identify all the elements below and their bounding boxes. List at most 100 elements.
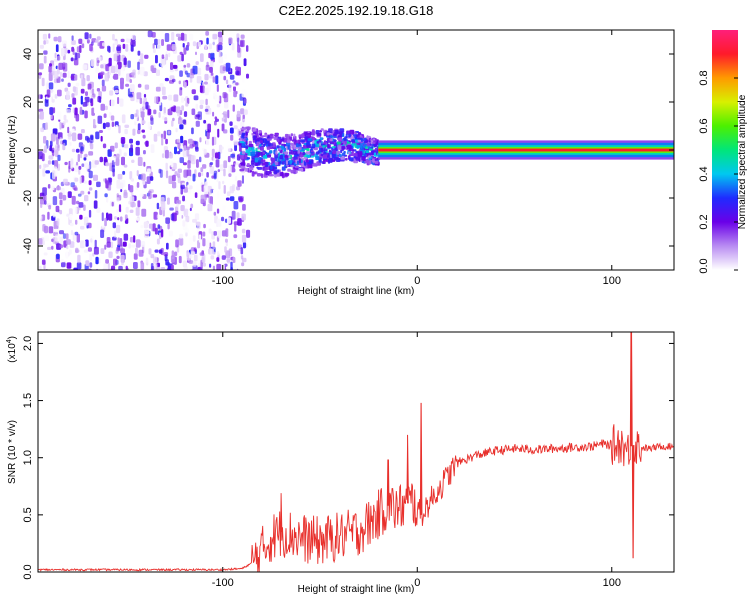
heatmap-cell [52,65,56,72]
heatmap-cell [274,134,278,137]
heatmap-cell [160,57,165,67]
heatmap-cell [43,252,48,256]
heatmap-cell [116,179,121,189]
heatmap-cell [103,113,107,118]
heatmap-cell [59,199,63,206]
heatmap-cell [147,30,153,38]
heatmap-cell [234,176,238,182]
heatmap-cell [113,73,119,80]
heatmap-cell [185,215,190,223]
heatmap-cell [133,253,138,260]
snr-y-tick-label: 2.0 [22,336,34,351]
spectrogram-y-axis-label: Frequency (Hz) [7,116,18,185]
heatmap-cell [136,170,139,177]
heatmap-cell [213,211,217,216]
heatmap-cell [284,157,289,161]
heatmap-cell [143,221,148,229]
heatmap-cell [38,151,43,160]
heatmap-cell [174,171,178,176]
heatmap-cell [162,95,168,100]
heatmap-cell [95,39,99,43]
heatmap-cell [93,104,98,114]
heatmap-cell [240,34,245,39]
heatmap-cell [135,217,139,221]
heatmap-cell [110,99,115,108]
heatmap-cell [240,40,244,47]
heatmap-cell [222,66,226,72]
heatmap-cell [212,76,215,83]
heatmap-cell [135,146,140,156]
heatmap-cell [165,53,168,61]
heatmap-cell [203,223,206,229]
heatmap-cell [101,79,105,87]
heatmap-cell [82,64,88,70]
heatmap-cell [164,156,170,165]
heatmap-cell [298,168,304,172]
heatmap-cell [204,108,209,112]
heatmap-cell [316,141,320,144]
heatmap-cell [205,31,209,36]
heatmap-cell [233,125,238,130]
heatmap-cell [145,101,149,110]
heatmap-cell [117,61,122,70]
heatmap-cell [305,137,309,140]
snr-y-multiplier-base: (x10 [7,343,18,363]
heatmap-cell [129,138,133,144]
heatmap-cell [183,111,188,117]
heatmap-cell [116,255,120,259]
heatmap-cell [75,82,80,87]
heatmap-cell [121,114,126,124]
heatmap-cell [329,138,333,142]
heatmap-cell [89,143,94,150]
heatmap-cell [368,140,371,143]
heatmap-cell [237,180,242,187]
heatmap-cell [183,145,187,151]
heatmap-cell [157,43,161,53]
heatmap-cell [116,246,121,252]
heatmap-cell [293,150,298,155]
heatmap-cell [123,144,129,149]
heatmap-cell [142,180,146,185]
heatmap-cell [151,32,156,38]
heatmap-cell [278,147,282,151]
heatmap-cell [140,173,146,181]
heatmap-cell [238,125,241,130]
heatmap-cell [182,195,185,202]
heatmap-cell [260,146,264,151]
heatmap-cell [80,95,83,105]
spectrogram-x-ticks: -100 0 100 [212,30,621,287]
heatmap-cell [217,31,223,38]
heatmap-cell [240,165,246,169]
heatmap-cell [43,55,47,64]
heatmap-cell [182,119,186,124]
heatmap-cell [134,116,138,122]
heatmap-cell [284,147,287,152]
heatmap-cell [208,43,212,50]
heatmap-cell [113,53,118,62]
heatmap-cell [201,82,204,86]
heatmap-cell [151,67,157,73]
heatmap-cell [154,38,158,46]
heatmap-cell [84,162,89,169]
heatmap-cell [231,210,236,220]
heatmap-cell [163,113,168,122]
snr-panel: -100 0 100 0.0 0.5 1.0 1.5 2.0 Height of strai… [6,331,675,595]
heatmap-cell [170,213,175,221]
heatmap-cell [220,114,224,118]
heatmap-cell [217,169,221,173]
heatmap-cell [79,45,82,53]
heatmap-cell [88,89,91,97]
heatmap-cell [72,132,77,142]
heatmap-cell [196,183,201,193]
heatmap-cell [58,192,63,200]
heatmap-cell [355,156,360,161]
heatmap-cell [153,133,158,142]
heatmap-cell [148,223,154,229]
heatmap-cell [291,139,297,142]
heatmap-cell [57,55,61,61]
heatmap-cell [126,38,131,43]
heatmap-cell [110,241,114,249]
heatmap-cell [80,190,85,195]
heatmap-cell [223,160,228,169]
heatmap-cell [272,142,276,148]
